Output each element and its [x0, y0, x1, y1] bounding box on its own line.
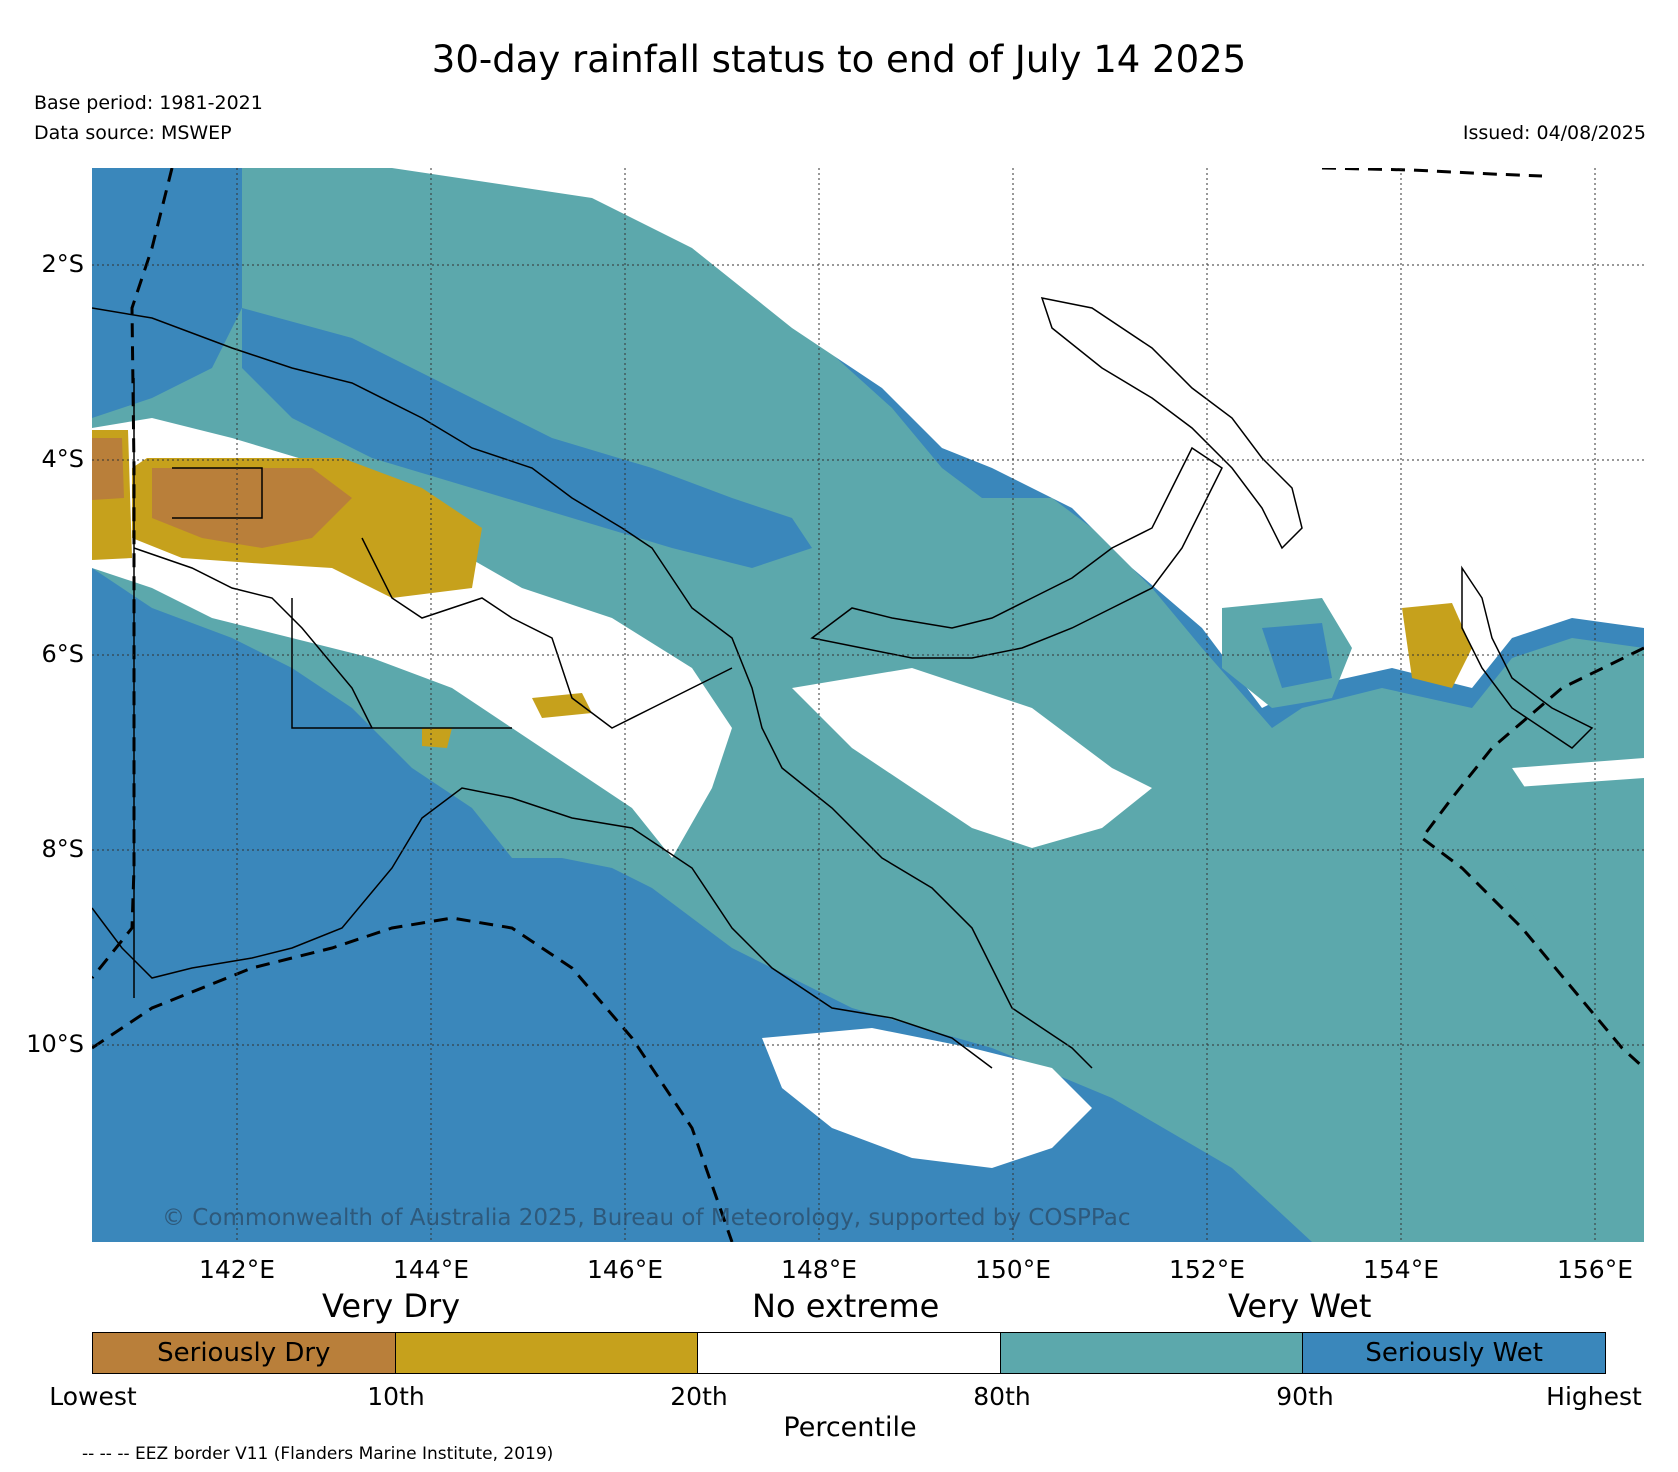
lon-tick-label: 148°E	[780, 1255, 857, 1284]
no-extreme-area	[762, 1028, 1092, 1168]
lon-tick-label: 144°E	[392, 1255, 469, 1284]
percentile-tick: Highest	[1546, 1382, 1642, 1411]
copyright-notice: © Commonwealth of Australia 2025, Bureau…	[162, 1205, 1131, 1231]
legend-very-wet	[1000, 1333, 1304, 1373]
percentile-tick: 90th	[1276, 1382, 1334, 1411]
lon-tick-label: 152°E	[1168, 1255, 1245, 1284]
lat-tick-label: 4°S	[41, 445, 84, 473]
seriously-wet-area	[242, 308, 812, 568]
category-very-dry: Very Dry	[322, 1287, 461, 1325]
lat-tick-label: 8°S	[41, 835, 84, 863]
legend-very-dry	[395, 1333, 699, 1373]
eez-note: -- -- -- EEZ border V11 (Flanders Marine…	[82, 1444, 554, 1464]
percentile-tick: 80th	[973, 1382, 1031, 1411]
category-no-extreme: No extreme	[752, 1287, 940, 1325]
lon-tick-label: 150°E	[974, 1255, 1051, 1284]
data-source: Data source: MSWEP	[34, 122, 232, 144]
eez-border	[92, 168, 1644, 1242]
lat-tick-label: 6°S	[41, 640, 84, 668]
lon-tick-label: 146°E	[586, 1255, 663, 1284]
lon-tick-label: 156°E	[1556, 1255, 1633, 1284]
very-wet-area	[1502, 778, 1644, 948]
percentile-tick: 10th	[367, 1382, 425, 1411]
category-very-wet: Very Wet	[1228, 1287, 1372, 1325]
lon-tick-label: 154°E	[1362, 1255, 1439, 1284]
page-title: 30-day rainfall status to end of July 14…	[431, 38, 1247, 81]
rainfall-map	[92, 168, 1644, 1242]
base-period: Base period: 1981-2021	[34, 92, 263, 114]
very-dry-area	[1402, 603, 1472, 688]
issued-date: Issued: 04/08/2025	[1462, 122, 1646, 144]
legend-colorbar: Seriously Dry Seriously Wet	[92, 1332, 1606, 1374]
very-dry-area	[532, 693, 592, 718]
legend-seriously-dry: Seriously Dry	[93, 1333, 396, 1373]
percentile-tick: 20th	[670, 1382, 728, 1411]
seriously-dry-area	[152, 468, 352, 548]
no-extreme-area	[792, 668, 1152, 848]
no-extreme-area	[392, 168, 1644, 708]
percentile-axis-label: Percentile	[783, 1412, 917, 1443]
lat-tick-label: 2°S	[41, 250, 84, 278]
legend-no-extreme	[698, 1333, 1001, 1373]
seriously-dry-area	[92, 438, 124, 500]
very-dry-area	[422, 728, 452, 748]
percentile-tick: Lowest	[49, 1382, 137, 1411]
lon-tick-label: 142°E	[198, 1255, 275, 1284]
lat-tick-label: 10°S	[26, 1030, 84, 1058]
grid-lines	[92, 168, 1644, 1242]
legend-seriously-wet: Seriously Wet	[1303, 1333, 1605, 1373]
